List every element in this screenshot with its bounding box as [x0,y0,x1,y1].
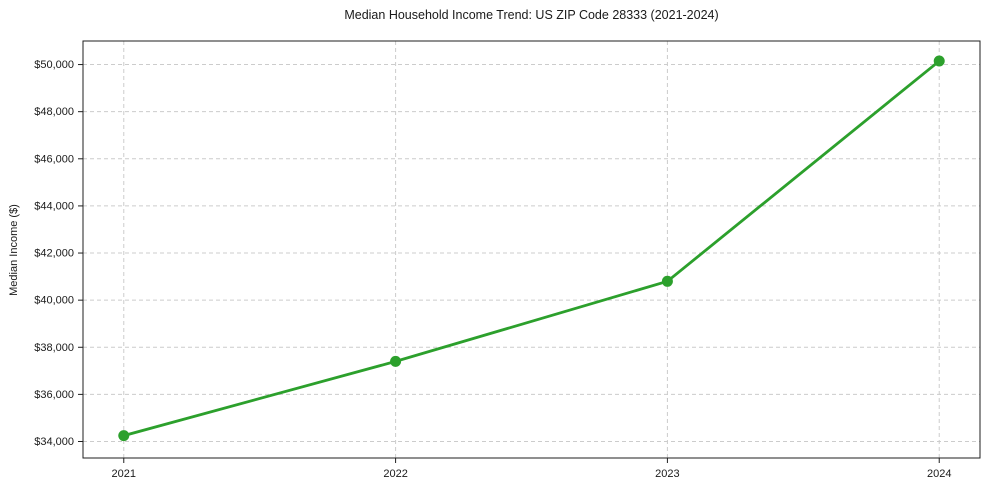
y-tick-label: $38,000 [34,342,74,354]
x-tick-label: 2023 [655,468,679,480]
y-tick-label: $46,000 [34,153,74,165]
data-point [661,275,673,287]
y-tick-label: $50,000 [34,59,74,71]
y-tick-label: $40,000 [34,295,74,307]
data-point [390,355,402,367]
y-tick-label: $42,000 [34,248,74,260]
income-trend-line [122,59,941,438]
x-tick-label: 2022 [383,468,407,480]
plot-border [82,40,981,459]
x-tick-label: 2024 [927,468,951,480]
chart-title: Median Household Income Trend: US ZIP Co… [344,8,719,22]
y-tick-label: $48,000 [34,106,74,118]
data-point [118,430,130,442]
y-tick-label: $44,000 [34,200,74,212]
y-tick-label: $34,000 [34,436,74,448]
data-point [933,55,945,67]
y-tick-label: $36,000 [34,389,74,401]
x-tick-label: 2021 [112,468,136,480]
